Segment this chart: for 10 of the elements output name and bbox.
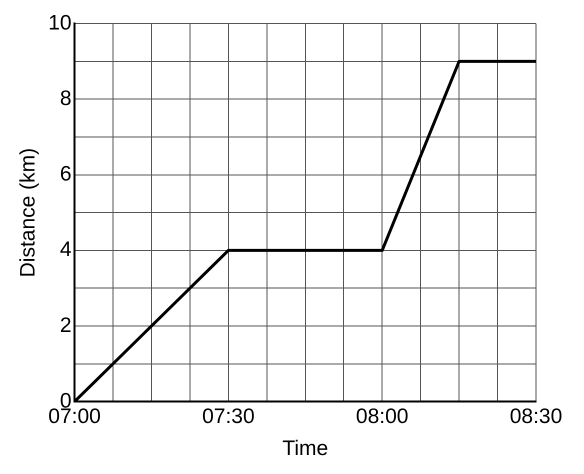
y-tick-label: 4 xyxy=(60,238,72,262)
y-tick-label: 6 xyxy=(60,162,72,186)
x-axis-title: Time xyxy=(282,437,328,460)
y-tick-label: 10 xyxy=(48,11,72,34)
y-tick-label: 8 xyxy=(60,86,72,110)
y-axis-title: Distance (km) xyxy=(16,148,40,278)
y-tick-label: 2 xyxy=(60,314,72,337)
x-tick-label: 08:00 xyxy=(356,404,408,428)
x-tick-label: 07:30 xyxy=(202,404,255,428)
x-tick-label: 08:30 xyxy=(510,404,562,428)
